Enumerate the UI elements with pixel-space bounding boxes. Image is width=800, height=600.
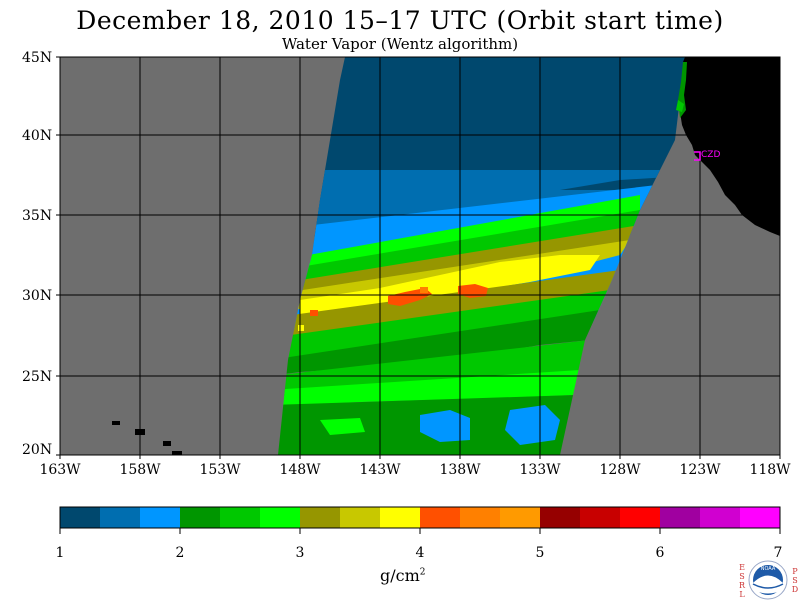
colorbar-units: g/cm2 xyxy=(380,566,426,585)
units-exponent: 2 xyxy=(419,567,426,578)
colorbar-swatch xyxy=(60,507,101,528)
hawaii-island xyxy=(112,421,120,425)
colorbar-swatch xyxy=(420,507,461,528)
colorbar-swatch xyxy=(100,507,141,528)
colorbar-swatch xyxy=(140,507,181,528)
lat-label: 45N xyxy=(22,50,53,66)
lon-label: 143W xyxy=(359,462,401,478)
colorbar-swatch xyxy=(220,507,261,528)
colorbar-swatch xyxy=(380,507,421,528)
noaa-logo: NOAA xyxy=(748,560,788,600)
lat-label: 25N xyxy=(22,369,53,385)
colorbar-label: 4 xyxy=(415,545,425,561)
colorbar-swatch xyxy=(700,507,741,528)
colorbar-swatch xyxy=(580,507,621,528)
station-label: CZD xyxy=(701,150,720,160)
map-subtitle: Water Vapor (Wentz algorithm) xyxy=(281,35,519,53)
lon-label: 153W xyxy=(199,462,241,478)
units-base: g/cm xyxy=(380,566,420,585)
map-frame xyxy=(59,56,781,456)
colorbar-swatch xyxy=(660,507,701,528)
lon-label: 158W xyxy=(119,462,161,478)
colorbar xyxy=(60,507,781,528)
lat-label: 30N xyxy=(22,288,53,304)
colorbar-frame xyxy=(59,506,781,529)
map-title: December 18, 2010 15–17 UTC (Orbit start… xyxy=(76,6,724,35)
colorbar-swatch xyxy=(500,507,541,528)
lon-label: 133W xyxy=(519,462,561,478)
colorbar-label: 6 xyxy=(655,545,665,561)
land-north-america xyxy=(680,57,780,236)
graticule xyxy=(60,57,780,455)
hawaii-island xyxy=(163,441,171,446)
colorbar-ticks xyxy=(59,528,781,534)
colorbar-swatch xyxy=(460,507,501,528)
colorbar-label: 1 xyxy=(55,545,65,561)
colorbar-swatch xyxy=(180,507,221,528)
colorbar-swatch xyxy=(340,507,381,528)
colorbar-label: 5 xyxy=(535,545,545,561)
logo-text: NOAA xyxy=(761,566,776,572)
colorbar-label: 3 xyxy=(295,545,305,561)
lon-label: 163W xyxy=(39,462,81,478)
lat-label: 20N xyxy=(22,442,53,458)
colorbar-swatch xyxy=(620,507,661,528)
lon-label: 148W xyxy=(279,462,321,478)
colorbar-label: 7 xyxy=(773,545,783,561)
lon-label: 123W xyxy=(679,462,721,478)
colorbar-swatch xyxy=(300,507,341,528)
colorbar-label: 2 xyxy=(175,545,185,561)
lon-label: 138W xyxy=(439,462,481,478)
colorbar-swatch xyxy=(540,507,581,528)
lat-label: 40N xyxy=(22,128,53,144)
lon-label: 118W xyxy=(749,462,791,478)
station-marker-icon xyxy=(694,151,701,161)
colorbar-swatch xyxy=(740,507,781,528)
lat-label: 35N xyxy=(22,208,53,224)
colorbar-swatch xyxy=(260,507,301,528)
hawaii-island xyxy=(172,451,182,455)
lon-label: 128W xyxy=(599,462,641,478)
